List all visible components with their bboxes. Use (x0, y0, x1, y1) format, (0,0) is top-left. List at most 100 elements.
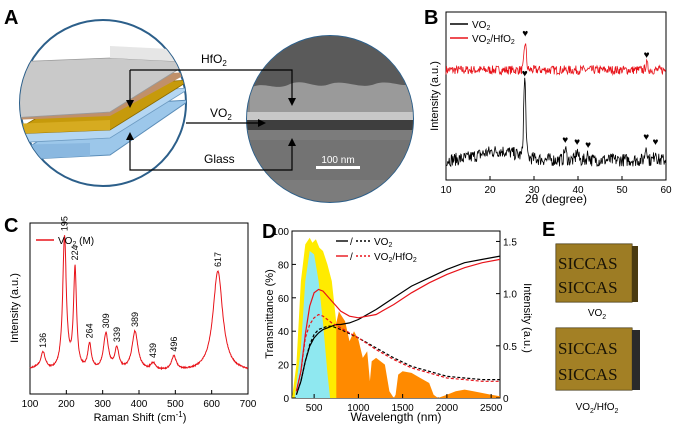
legend-label-b: VO2 (472, 20, 490, 32)
heart-marker: ♥ (644, 50, 650, 61)
x-tick-label-d: 1500 (392, 403, 415, 414)
peak-label: 264 (85, 323, 95, 338)
legend-b: VO2 VO2/HfO2 (450, 20, 515, 46)
x-tick-label-d: 2500 (480, 403, 503, 414)
x-tick-label-c: 100 (22, 399, 39, 410)
y-tick-label-d: 40 (278, 327, 290, 338)
heart-marker: ♥ (652, 137, 658, 148)
peak-label: 496 (169, 337, 179, 352)
peak-label: 309 (101, 313, 111, 328)
panel-letter-d: D (262, 221, 276, 243)
caption-vo2-hfo2: VO2/HfO2 (576, 402, 619, 415)
y2-tick-label-d: 0 (503, 394, 509, 405)
layer-stack-schematic (19, 19, 187, 187)
x-tick-label-b: 50 (616, 185, 628, 196)
panel-letter-c: C (4, 215, 18, 237)
panel-letter-a: A (4, 7, 18, 29)
plot-frame-b (445, 11, 667, 181)
legend-label-d: VO2 (374, 237, 392, 249)
spectrum-fill-uv (294, 251, 331, 398)
series-line-vo2 (445, 77, 666, 168)
heart-marker: ♥ (522, 69, 528, 80)
transmittance-line (295, 255, 501, 395)
peak-label: 339 (112, 327, 122, 342)
spectrum-fill-nir (336, 311, 500, 398)
y-tick-label-d: 60 (278, 294, 290, 305)
scale-bar-label: 100 nm (321, 155, 354, 166)
heart-marker: ♥ (562, 135, 568, 146)
heart-marker: ♥ (522, 29, 528, 40)
y2-tick-label-d: 0.5 (503, 342, 517, 353)
sample-text-vo2-1: SICCAS (558, 254, 618, 273)
y2label-d: Intensity (a.u.) (521, 283, 533, 353)
ylabel-c: Intensity (a.u.) (9, 273, 21, 343)
y2-tick-label-d: 1.0 (503, 290, 517, 301)
x-tick-label-d: 500 (306, 403, 323, 414)
panel-letter-e: E (542, 219, 555, 241)
x-tick-label-d: 2000 (436, 403, 459, 414)
panel-letter-b: B (424, 7, 438, 29)
legend-slash-d: / (350, 252, 353, 263)
panel-e: E SICCAS SICCAS VO2 SICCAS SICCAS VO2/Hf… (542, 219, 640, 415)
sample-text-hfo2-2: SICCAS (558, 365, 618, 384)
transmittance-line (295, 258, 501, 392)
x-tick-label-c: 200 (58, 399, 75, 410)
heart-marker: ♥ (574, 137, 580, 148)
sample-text-hfo2-1: SICCAS (558, 339, 618, 358)
peak-label: 195 (60, 216, 70, 231)
peak-label: 136 (38, 333, 48, 348)
xlabel-c: Raman Shift (cm-1) (94, 410, 187, 424)
scale-bar (316, 166, 360, 169)
xlabel-b: 2θ (degree) (525, 192, 587, 206)
ylabel-b: Intensity (a.u.) (429, 61, 441, 131)
y-tick-label-d: 80 (278, 260, 290, 271)
plot-frame-c (29, 222, 249, 395)
transmittance-line (295, 313, 500, 392)
x-tick-label-d: 1000 (347, 403, 370, 414)
peak-label: 439 (148, 343, 158, 358)
legend-slash-d: / (350, 237, 353, 248)
panel-c: C 100 200 300 400 500 600 700 136 195 224 264 30933… (4, 215, 257, 424)
x-tick-label-c: 500 (167, 399, 184, 410)
peak-label: 224 (70, 245, 80, 260)
legend-label-c: VO2 (M) (58, 236, 94, 248)
label-glass: Glass (204, 152, 235, 166)
panel-a: A (4, 7, 414, 203)
transmittance-line (295, 325, 500, 395)
sample-photo-vo2-hfo2: SICCAS SICCAS (555, 327, 640, 391)
x-tick-label-b: 10 (440, 185, 452, 196)
heart-marker: ♥ (585, 140, 591, 151)
x-tick-label-b: 30 (528, 185, 540, 196)
label-hfo2: HfO2 (201, 52, 227, 68)
sample-text-vo2-2: SICCAS (558, 278, 618, 297)
caption-vo2: VO2 (588, 308, 606, 321)
ylabel-d: Transmittance (%) (264, 269, 276, 358)
sem-cross-section: 100 nm (246, 35, 414, 203)
x-tick-label-c: 400 (131, 399, 148, 410)
sample-photo-vo2: SICCAS SICCAS (555, 243, 638, 303)
x-tick-label-c: 700 (240, 399, 257, 410)
peak-label: 389 (130, 312, 140, 327)
x-tick-label-b: 60 (660, 185, 672, 196)
y-tick-label-d: 100 (272, 227, 289, 238)
y-tick-label-d: 0 (283, 394, 289, 405)
y-tick-label-d: 20 (278, 361, 290, 372)
heart-marker: ♥ (643, 132, 649, 143)
legend-label-b: VO2/HfO2 (472, 34, 515, 46)
xlabel-d: Wavelength (nm) (351, 410, 442, 424)
peak-label: 617 (213, 252, 223, 267)
x-tick-label-b: 20 (484, 185, 496, 196)
x-tick-label-b: 40 (572, 185, 584, 196)
connector-lines (129, 69, 293, 171)
label-vo2: VO2 (210, 106, 232, 122)
raman-spectrum-line (29, 235, 248, 371)
x-tick-label-c: 300 (94, 399, 111, 410)
legend-label-d: VO2/HfO2 (374, 252, 417, 264)
x-tick-label-c: 600 (203, 399, 220, 410)
series-line-vo2-hfo2 (445, 43, 666, 77)
